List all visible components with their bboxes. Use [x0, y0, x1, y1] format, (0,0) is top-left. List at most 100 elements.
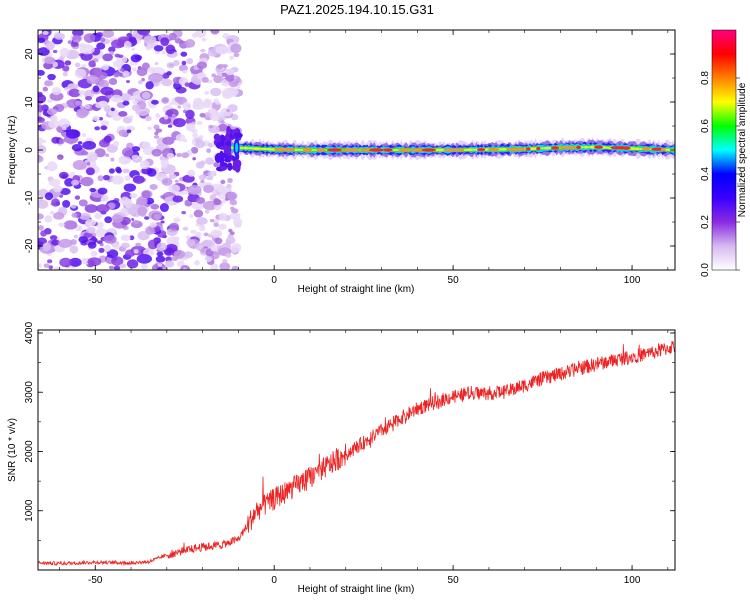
- noise-blob: [214, 237, 223, 245]
- noise-blob: [192, 132, 199, 138]
- noise-blob: [184, 82, 190, 87]
- noise-blob: [64, 177, 75, 187]
- noise-blob: [210, 30, 220, 35]
- signal-peak: [594, 145, 604, 149]
- noise-blob: [140, 263, 149, 270]
- noise-blob: [168, 102, 174, 106]
- noise-blob: [71, 212, 78, 218]
- noise-blob: [44, 192, 54, 201]
- noise-blob: [38, 93, 47, 104]
- signal-peak: [641, 147, 651, 151]
- noise-blob: [51, 87, 62, 96]
- noise-blob: [171, 113, 176, 118]
- noise-blob: [108, 78, 118, 85]
- noise-blob: [160, 194, 166, 199]
- noise-blob: [87, 257, 102, 267]
- signal-peak: [550, 146, 560, 150]
- noise-blob: [172, 195, 184, 203]
- noise-blob: [203, 200, 218, 211]
- noise-blob: [226, 125, 232, 136]
- noise-blob: [59, 47, 70, 58]
- noise-blob: [120, 242, 130, 249]
- noise-blob: [71, 143, 83, 152]
- spectrogram-y-tick-label: 20: [24, 48, 35, 60]
- signal-peak: [488, 147, 500, 152]
- noise-blob: [147, 126, 152, 131]
- noise-blob: [220, 107, 233, 117]
- snr-series-line: [38, 341, 675, 566]
- noise-blob: [38, 199, 49, 209]
- colorbar: 0.0 0.2 0.4 0.6 0.8 Normalized spectral ampl…: [700, 29, 748, 277]
- noise-blob: [38, 263, 42, 269]
- snr-y-tick-label: 3000: [24, 381, 35, 404]
- noise-blob: [123, 183, 137, 192]
- noise-blob: [208, 124, 214, 129]
- noise-blob: [40, 230, 47, 237]
- snr-x-axis: -50 0 50 100: [59, 330, 669, 586]
- noise-blob: [84, 104, 91, 110]
- noise-blob: [234, 222, 242, 228]
- noise-blob: [42, 30, 49, 36]
- noise-blob: [54, 266, 62, 270]
- noise-blob: [209, 218, 215, 223]
- noise-blob: [145, 226, 155, 235]
- noise-blob: [120, 196, 130, 206]
- noise-blob: [180, 51, 188, 57]
- chart-title: PAZ1.2025.194.10.15.G31: [280, 2, 434, 17]
- signal-peak: [369, 148, 385, 152]
- noise-blob: [135, 242, 142, 247]
- noise-blob: [168, 201, 174, 206]
- noise-blob: [182, 101, 192, 111]
- signal-peak: [506, 147, 528, 151]
- signal-peak: [536, 146, 541, 151]
- noise-blob: [168, 184, 181, 193]
- noise-blob: [219, 150, 224, 161]
- spectrogram-y-tick-label: 0: [24, 147, 35, 153]
- noise-blob: [206, 148, 212, 154]
- noise-blob: [103, 174, 110, 181]
- noise-blob: [59, 257, 72, 268]
- noise-blob: [231, 265, 240, 270]
- noise-blob: [95, 227, 108, 238]
- noise-blob: [86, 74, 99, 85]
- noise-blob: [149, 184, 158, 191]
- noise-blob: [88, 60, 96, 68]
- signal-trace: [231, 137, 675, 161]
- noise-blob: [74, 68, 87, 79]
- noise-blob: [98, 117, 103, 121]
- noise-blob: [49, 210, 55, 215]
- noise-blob: [111, 214, 124, 223]
- noise-blob: [173, 217, 181, 223]
- noise-blob: [58, 118, 71, 129]
- noise-blob: [177, 105, 181, 109]
- noise-blob: [119, 93, 132, 102]
- noise-blob: [44, 215, 53, 223]
- noise-blob: [78, 199, 88, 207]
- noise-blob: [136, 67, 148, 77]
- noise-blob: [74, 100, 83, 106]
- noise-blob: [80, 176, 94, 187]
- noise-blob: [70, 204, 77, 209]
- noise-blob: [226, 108, 231, 113]
- noise-blob: [143, 35, 157, 44]
- noise-blob: [217, 64, 223, 70]
- noise-blob: [62, 199, 71, 208]
- noise-blob: [165, 243, 178, 253]
- colorbar-ticks: 0.0 0.2 0.4 0.6 0.8: [700, 71, 740, 277]
- noise-blob: [100, 125, 108, 131]
- noise-blob: [153, 135, 160, 139]
- noise-blob: [81, 64, 87, 68]
- noise-blob: [86, 226, 96, 234]
- noise-blob: [221, 199, 227, 204]
- noise-blob: [185, 235, 191, 240]
- noise-blob: [218, 212, 228, 221]
- noise-blob: [38, 144, 47, 154]
- noise-blob: [79, 43, 86, 48]
- noise-blob: [70, 171, 75, 176]
- noise-blob: [69, 245, 79, 254]
- noise-blob: [53, 32, 66, 40]
- noise-blob: [145, 197, 155, 205]
- noise-blob: [196, 61, 208, 70]
- noise-blob: [217, 123, 228, 132]
- noise-blob: [234, 163, 241, 173]
